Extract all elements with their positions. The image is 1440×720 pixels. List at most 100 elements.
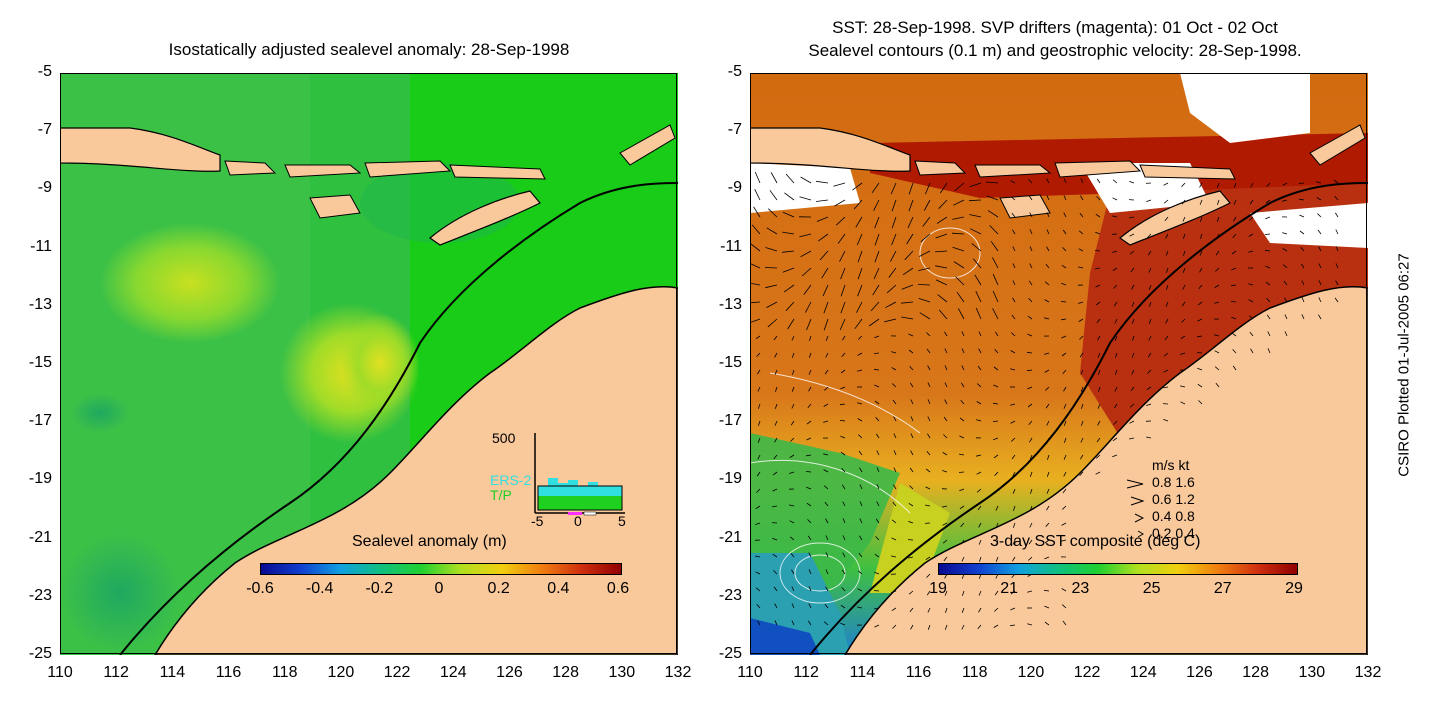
velocity-arrow: [789, 471, 795, 474]
inset-xtick: 5: [618, 513, 626, 529]
velocity-arrow: [1334, 212, 1339, 218]
velocity-arrow: [1060, 301, 1067, 303]
velocity-arrow: [1147, 352, 1152, 358]
velocity-arrow: [935, 279, 948, 286]
velocity-arrow: [772, 488, 778, 492]
velocity-arrow: [1062, 620, 1067, 626]
velocity-arrow: [1299, 214, 1305, 218]
velocity-arrow: [1199, 182, 1203, 188]
x-axis-tick-label: 124: [1129, 664, 1157, 681]
velocity-arrow: [992, 420, 999, 422]
velocity-arrow: [978, 590, 982, 596]
velocity-arrow: [1181, 182, 1186, 187]
velocity-arrow: [892, 399, 897, 405]
x-axis-tick-label: 126: [1186, 664, 1213, 681]
velocity-arrow: [1010, 180, 1016, 184]
velocity-arrow: [1097, 403, 1101, 409]
velocity-arrow: [1063, 178, 1067, 184]
velocity-arrow: [919, 250, 931, 257]
velocity-arrow: [839, 318, 846, 331]
velocity-arrow: [792, 369, 795, 375]
velocity-arrow: [1063, 471, 1067, 477]
velocity-arrow: [1233, 216, 1237, 222]
velocity-arrow: [772, 553, 778, 558]
velocity-arrow: [825, 586, 829, 592]
velocity-arrow: [1182, 267, 1186, 273]
velocity-arrow: [1112, 454, 1118, 458]
velocity-arrow: [875, 536, 880, 541]
velocity-arrow: [1029, 505, 1033, 511]
velocity-arrow: [970, 228, 982, 235]
velocity-arrow: [782, 231, 795, 235]
velocity-arrow: [994, 331, 999, 337]
velocity-arrow: [1216, 182, 1220, 188]
velocity-arrow: [1080, 386, 1084, 392]
velocity-arrow: [1026, 369, 1033, 372]
left-sealevel-map: [60, 73, 678, 655]
velocity-arrow: [1165, 301, 1169, 307]
velocity-arrow: [925, 486, 931, 490]
velocity-arrow: [787, 318, 795, 330]
velocity-arrow: [857, 284, 863, 297]
velocity-arrow: [953, 261, 965, 269]
velocity-arrow: [790, 552, 795, 558]
y-axis-tick-label: -5: [37, 63, 52, 80]
right-sst-map: [750, 73, 1368, 655]
velocity-arrow: [1012, 488, 1016, 494]
velocity-arrow: [772, 505, 778, 508]
velocity-arrow: [1131, 318, 1135, 324]
velocity-arrow: [1148, 318, 1152, 324]
velocity-arrow: [993, 624, 999, 628]
y-axis-tick-label: -19: [718, 470, 742, 488]
velocity-arrow: [891, 590, 897, 593]
velocity-arrow: [959, 505, 965, 510]
velocity-arrow: [807, 620, 812, 626]
velocity-arrow: [978, 607, 982, 613]
velocity-arrow: [1113, 403, 1118, 409]
velocity-arrow: [808, 386, 812, 392]
velocity-arrow: [1044, 369, 1050, 373]
velocity-arrow: [1010, 624, 1016, 627]
velocity-arrow: [1064, 437, 1067, 443]
velocity-arrow: [1079, 454, 1084, 460]
velocity-arrow: [1266, 314, 1271, 320]
velocity-arrow: [1096, 178, 1101, 184]
velocity-arrow: [1027, 315, 1033, 320]
velocity-arrow: [1248, 233, 1254, 237]
velocity-arrow: [1044, 539, 1050, 544]
velocity-arrow: [852, 182, 863, 191]
right-map-title-line1: SST: 28-Sep-1998. SVP drifters (magenta)…: [832, 18, 1278, 37]
velocity-arrow: [822, 284, 829, 297]
velocity-arrow: [1012, 263, 1016, 269]
velocity-arrow: [993, 384, 999, 388]
velocity-arrow: [906, 233, 914, 245]
velocity-arrow: [1282, 248, 1288, 252]
velocity-arrow: [1062, 229, 1067, 235]
velocity-arrow: [799, 196, 812, 201]
velocity-arrow: [891, 216, 897, 229]
velocity-arrow: [908, 333, 914, 337]
velocity-arrow: [1197, 367, 1203, 371]
velocity-arrow: [1010, 350, 1016, 354]
velocity-legend-row: 0.4 0.8: [1152, 508, 1195, 524]
velocity-arrow: [1316, 181, 1322, 184]
y-axis-tick-label: -9: [37, 179, 52, 197]
colorbar-tick-label: 23: [1071, 580, 1090, 597]
velocity-arrow: [901, 316, 914, 320]
velocity-arrow: [892, 501, 897, 507]
colorbar-tick-label: 27: [1213, 580, 1232, 597]
velocity-arrow: [874, 335, 880, 339]
velocity-arrow: [764, 267, 778, 269]
inset-xtick: 0: [574, 513, 582, 529]
velocity-arrow: [1027, 590, 1033, 593]
velocity-arrow: [925, 468, 931, 473]
velocity-arrow: [825, 569, 829, 575]
velocity-arrow: [824, 603, 829, 609]
velocity-arrow: [809, 335, 812, 341]
y-axis-tick-label: -7: [727, 121, 742, 139]
velocity-arrow: [1013, 505, 1016, 511]
velocity-arrow: [1163, 419, 1169, 422]
australia-landmass: [844, 285, 1368, 655]
x-axis-tick-label: 112: [103, 664, 129, 681]
velocity-arrow: [993, 366, 999, 371]
